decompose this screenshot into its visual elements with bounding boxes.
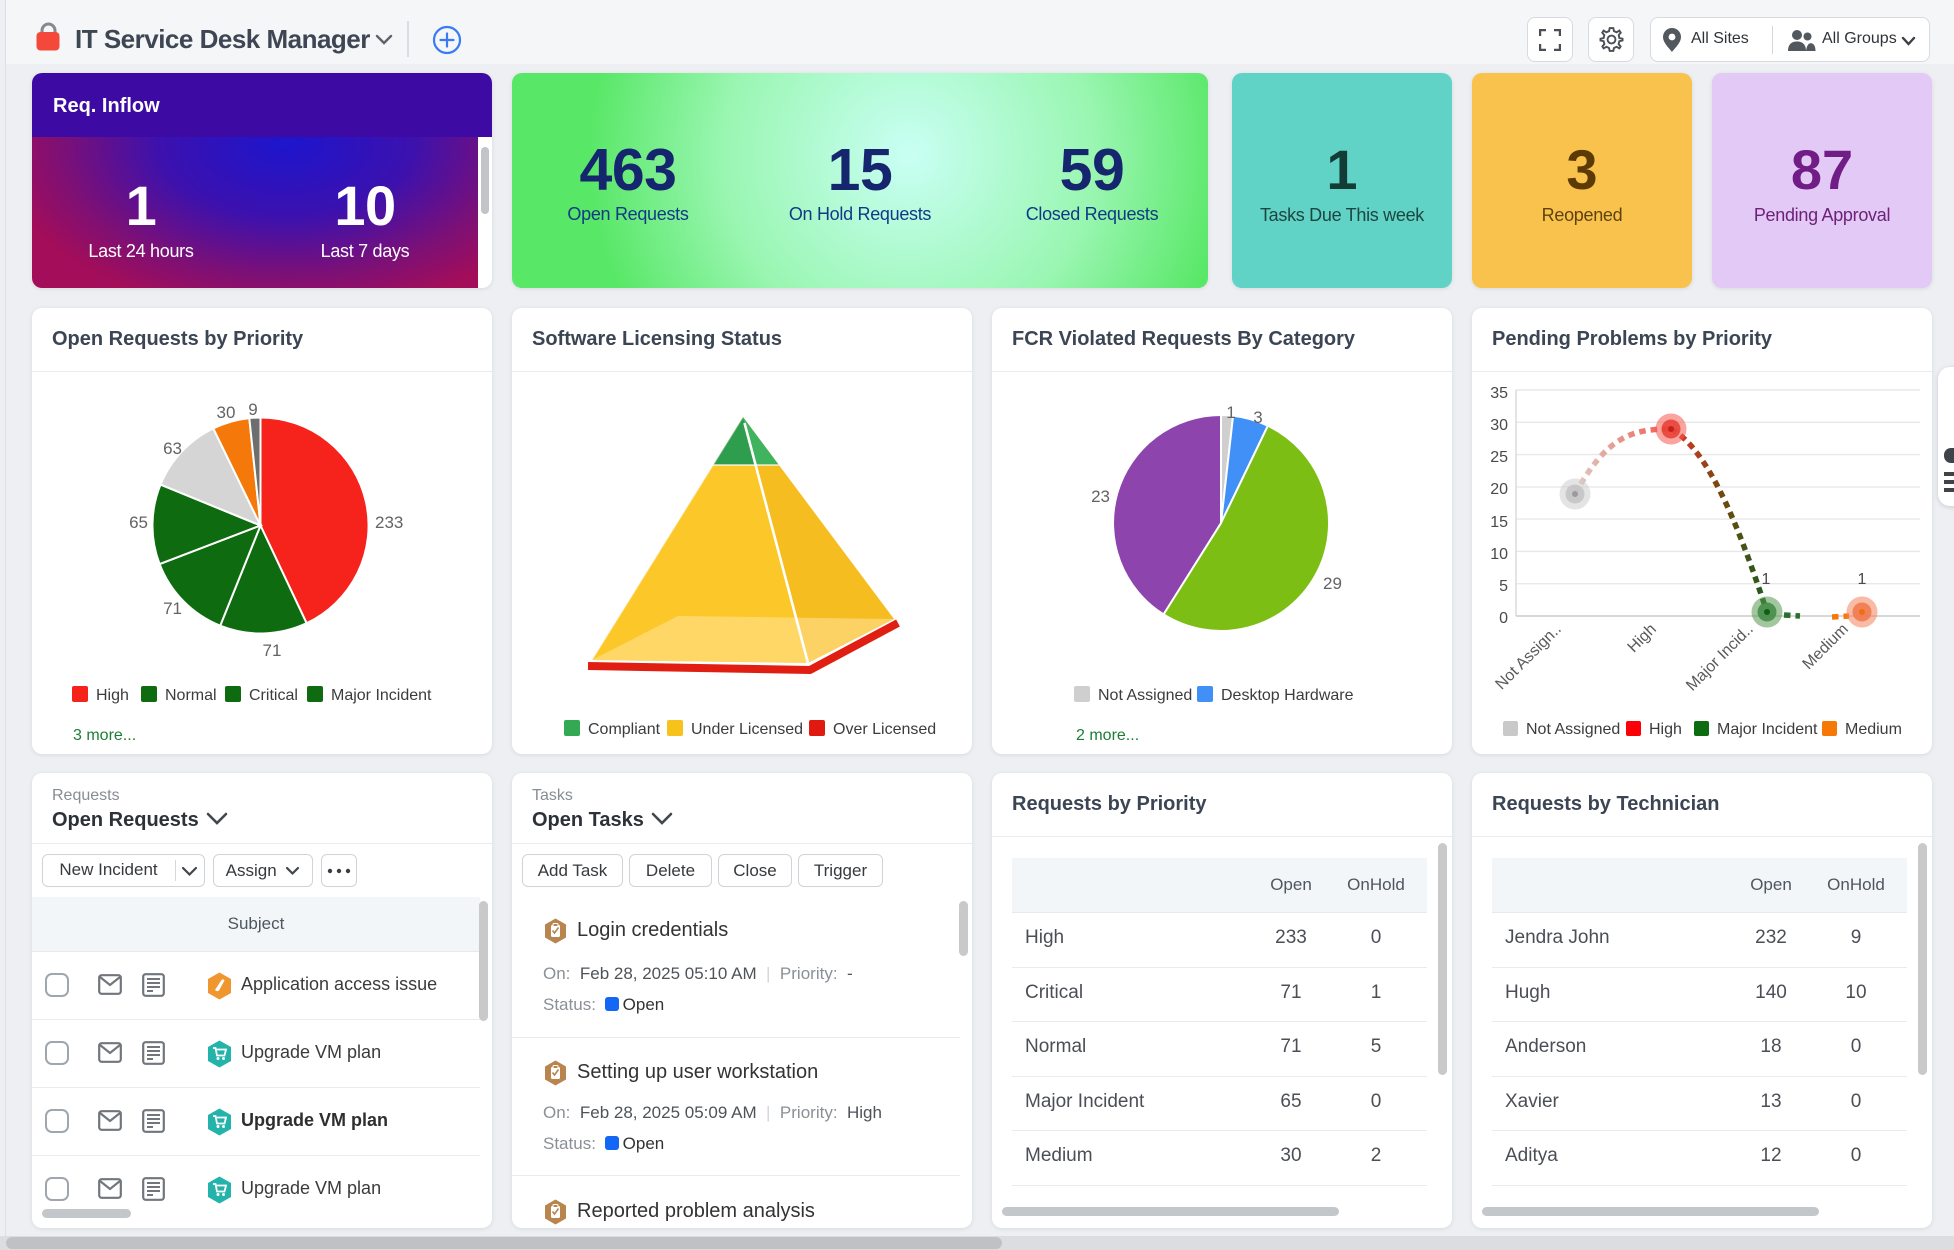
svg-text:9: 9 (248, 400, 257, 419)
svg-text:1: 1 (1762, 571, 1771, 588)
svg-text:0: 0 (1499, 610, 1508, 627)
svg-text:1: 1 (1226, 403, 1235, 422)
svg-text:Not Assign..: Not Assign.. (1492, 621, 1564, 693)
svg-text:3: 3 (1253, 408, 1262, 427)
svg-text:30: 30 (1490, 417, 1508, 434)
svg-text:25: 25 (1490, 449, 1508, 466)
svg-text:23: 23 (1091, 487, 1110, 506)
svg-text:15: 15 (1490, 514, 1508, 531)
svg-text:Major Incid..: Major Incid.. (1683, 621, 1757, 695)
svg-text:29: 29 (1323, 574, 1342, 593)
svg-text:35: 35 (1490, 385, 1508, 402)
svg-text:20: 20 (1490, 481, 1508, 498)
svg-text:1: 1 (1858, 571, 1867, 588)
svg-text:5: 5 (1499, 578, 1508, 595)
svg-text:71: 71 (263, 641, 282, 660)
svg-text:High: High (1625, 621, 1660, 656)
svg-text:30: 30 (217, 403, 236, 422)
svg-text:71: 71 (163, 599, 182, 618)
svg-text:10: 10 (1490, 546, 1508, 563)
svg-text:233: 233 (375, 513, 403, 532)
svg-text:65: 65 (129, 513, 148, 532)
svg-text:63: 63 (163, 439, 182, 458)
svg-text:Medium: Medium (1800, 621, 1852, 673)
